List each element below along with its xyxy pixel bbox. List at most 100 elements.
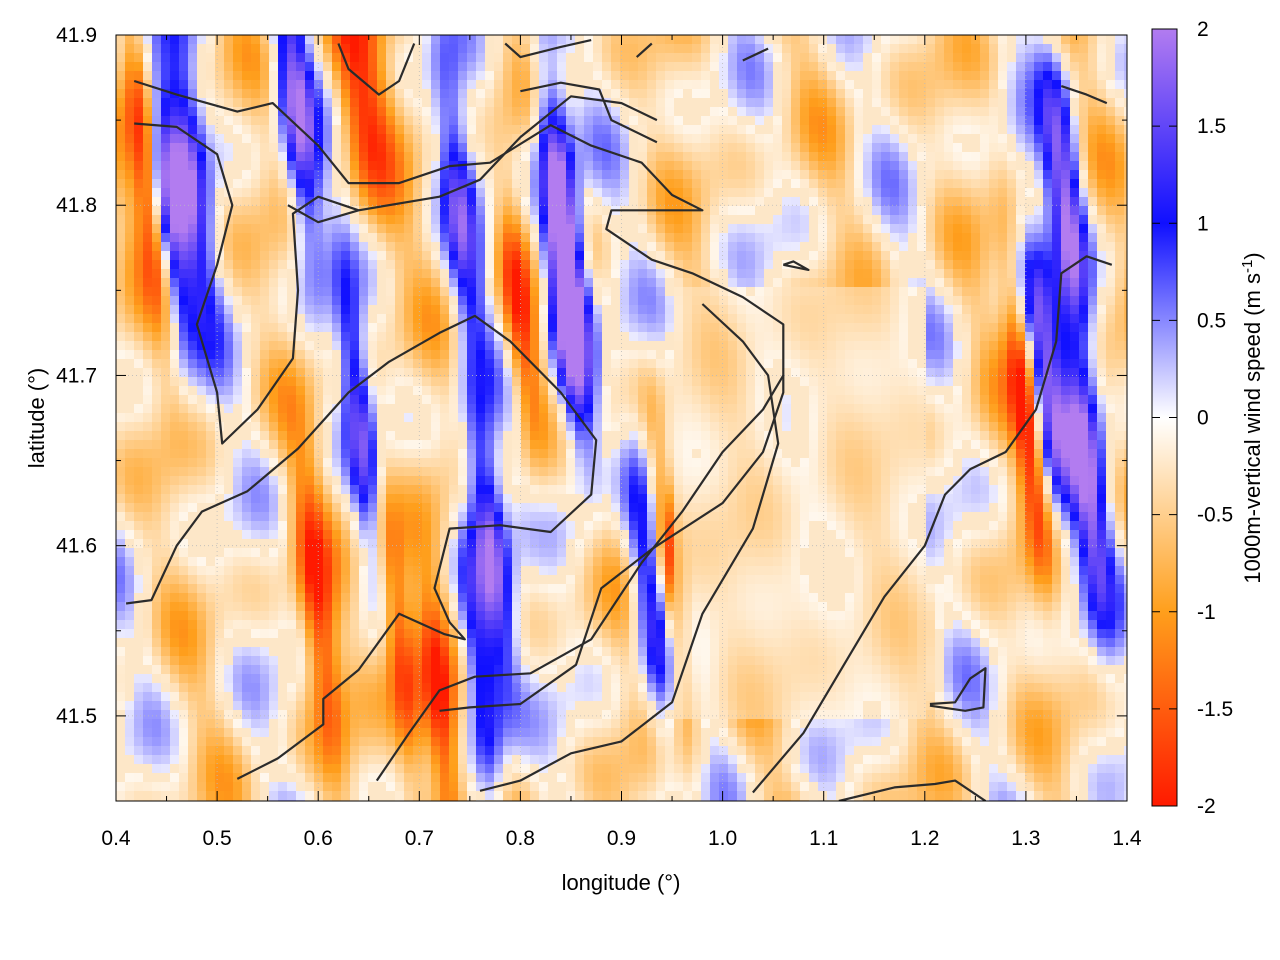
heatmap-cell [1007,431,1016,440]
heatmap-cell [143,161,152,170]
heatmap-cell [827,134,836,143]
heatmap-cell [908,98,917,107]
heatmap-cell [620,386,629,395]
heatmap-cell [314,305,323,314]
heatmap-cell [395,350,404,359]
heatmap-cell [296,431,305,440]
heatmap-cell [593,71,602,80]
heatmap-cell [683,287,692,296]
heatmap-cell [728,278,737,287]
heatmap-cell [314,377,323,386]
heatmap-cell [836,197,845,206]
heatmap-cell [1115,269,1124,278]
heatmap-cell [476,413,485,422]
heatmap-cell [386,215,395,224]
heatmap-cell [386,134,395,143]
heatmap-cell [971,89,980,98]
heatmap-cell [584,233,593,242]
heatmap-cell [971,386,980,395]
heatmap-cell [395,305,404,314]
heatmap-cell [728,431,737,440]
heatmap-cell [539,431,548,440]
heatmap-cell [494,44,503,53]
heatmap-cell [1043,107,1052,116]
heatmap-cell [647,125,656,134]
heatmap-cell [611,260,620,269]
heatmap-cell [710,215,719,224]
heatmap-cell [611,377,620,386]
heatmap-cell [782,278,791,287]
heatmap-cell [440,206,449,215]
heatmap-cell [1124,341,1127,350]
heatmap-cell [143,377,152,386]
heatmap-cell [809,44,818,53]
heatmap-cell [692,179,701,188]
heatmap-cell [476,449,485,458]
heatmap-cell [989,116,998,125]
heatmap-cell [800,143,809,152]
heatmap-cell [494,341,503,350]
heatmap-cell [134,233,143,242]
heatmap-cell [917,224,926,233]
heatmap-cell [314,368,323,377]
heatmap-cell [521,269,530,278]
heatmap-cell [242,404,251,413]
heatmap-cell [269,440,278,449]
heatmap-cell [746,152,755,161]
heatmap-cell [1106,98,1115,107]
heatmap-cell [728,143,737,152]
heatmap-cell [746,251,755,260]
heatmap-cell [1079,170,1088,179]
heatmap-cell [179,71,188,80]
heatmap-cell [998,35,1007,44]
heatmap-cell [503,197,512,206]
heatmap-cell [1034,305,1043,314]
heatmap-cell [260,251,269,260]
heatmap-cell [674,287,683,296]
heatmap-cell [701,377,710,386]
heatmap-cell [296,341,305,350]
heatmap-cell [611,179,620,188]
heatmap-cell [1034,206,1043,215]
heatmap-cell [368,44,377,53]
heatmap-cell [242,125,251,134]
heatmap-cell [341,449,350,458]
heatmap-cell [575,98,584,107]
heatmap-cell [359,359,368,368]
heatmap-cell [305,305,314,314]
heatmap-cell [512,467,521,476]
heatmap-cell [242,386,251,395]
heatmap-cell [152,440,161,449]
heatmap-cell [368,341,377,350]
heatmap-cell [278,449,287,458]
heatmap-cell [116,44,125,53]
heatmap-cell [854,143,863,152]
heatmap-cell [413,332,422,341]
heatmap-cell [539,350,548,359]
heatmap-cell [584,395,593,404]
heatmap-cell [341,125,350,134]
heatmap-cell [809,188,818,197]
heatmap-cell [188,467,197,476]
heatmap-cell [404,413,413,422]
heatmap-cell [782,206,791,215]
heatmap-cell [611,251,620,260]
heatmap-cell [629,116,638,125]
heatmap-cell [314,413,323,422]
heatmap-cell [665,233,674,242]
heatmap-cell [647,98,656,107]
heatmap-cell [800,170,809,179]
heatmap-cell [701,305,710,314]
heatmap-cell [818,53,827,62]
heatmap-cell [278,224,287,233]
heatmap-cell [854,350,863,359]
heatmap-cell [332,404,341,413]
heatmap-cell [179,305,188,314]
heatmap-cell [503,278,512,287]
heatmap-cell [1115,332,1124,341]
heatmap-cell [674,89,683,98]
heatmap-cell [593,116,602,125]
heatmap-cell [1025,233,1034,242]
heatmap-cell [440,467,449,476]
heatmap-cell [323,188,332,197]
